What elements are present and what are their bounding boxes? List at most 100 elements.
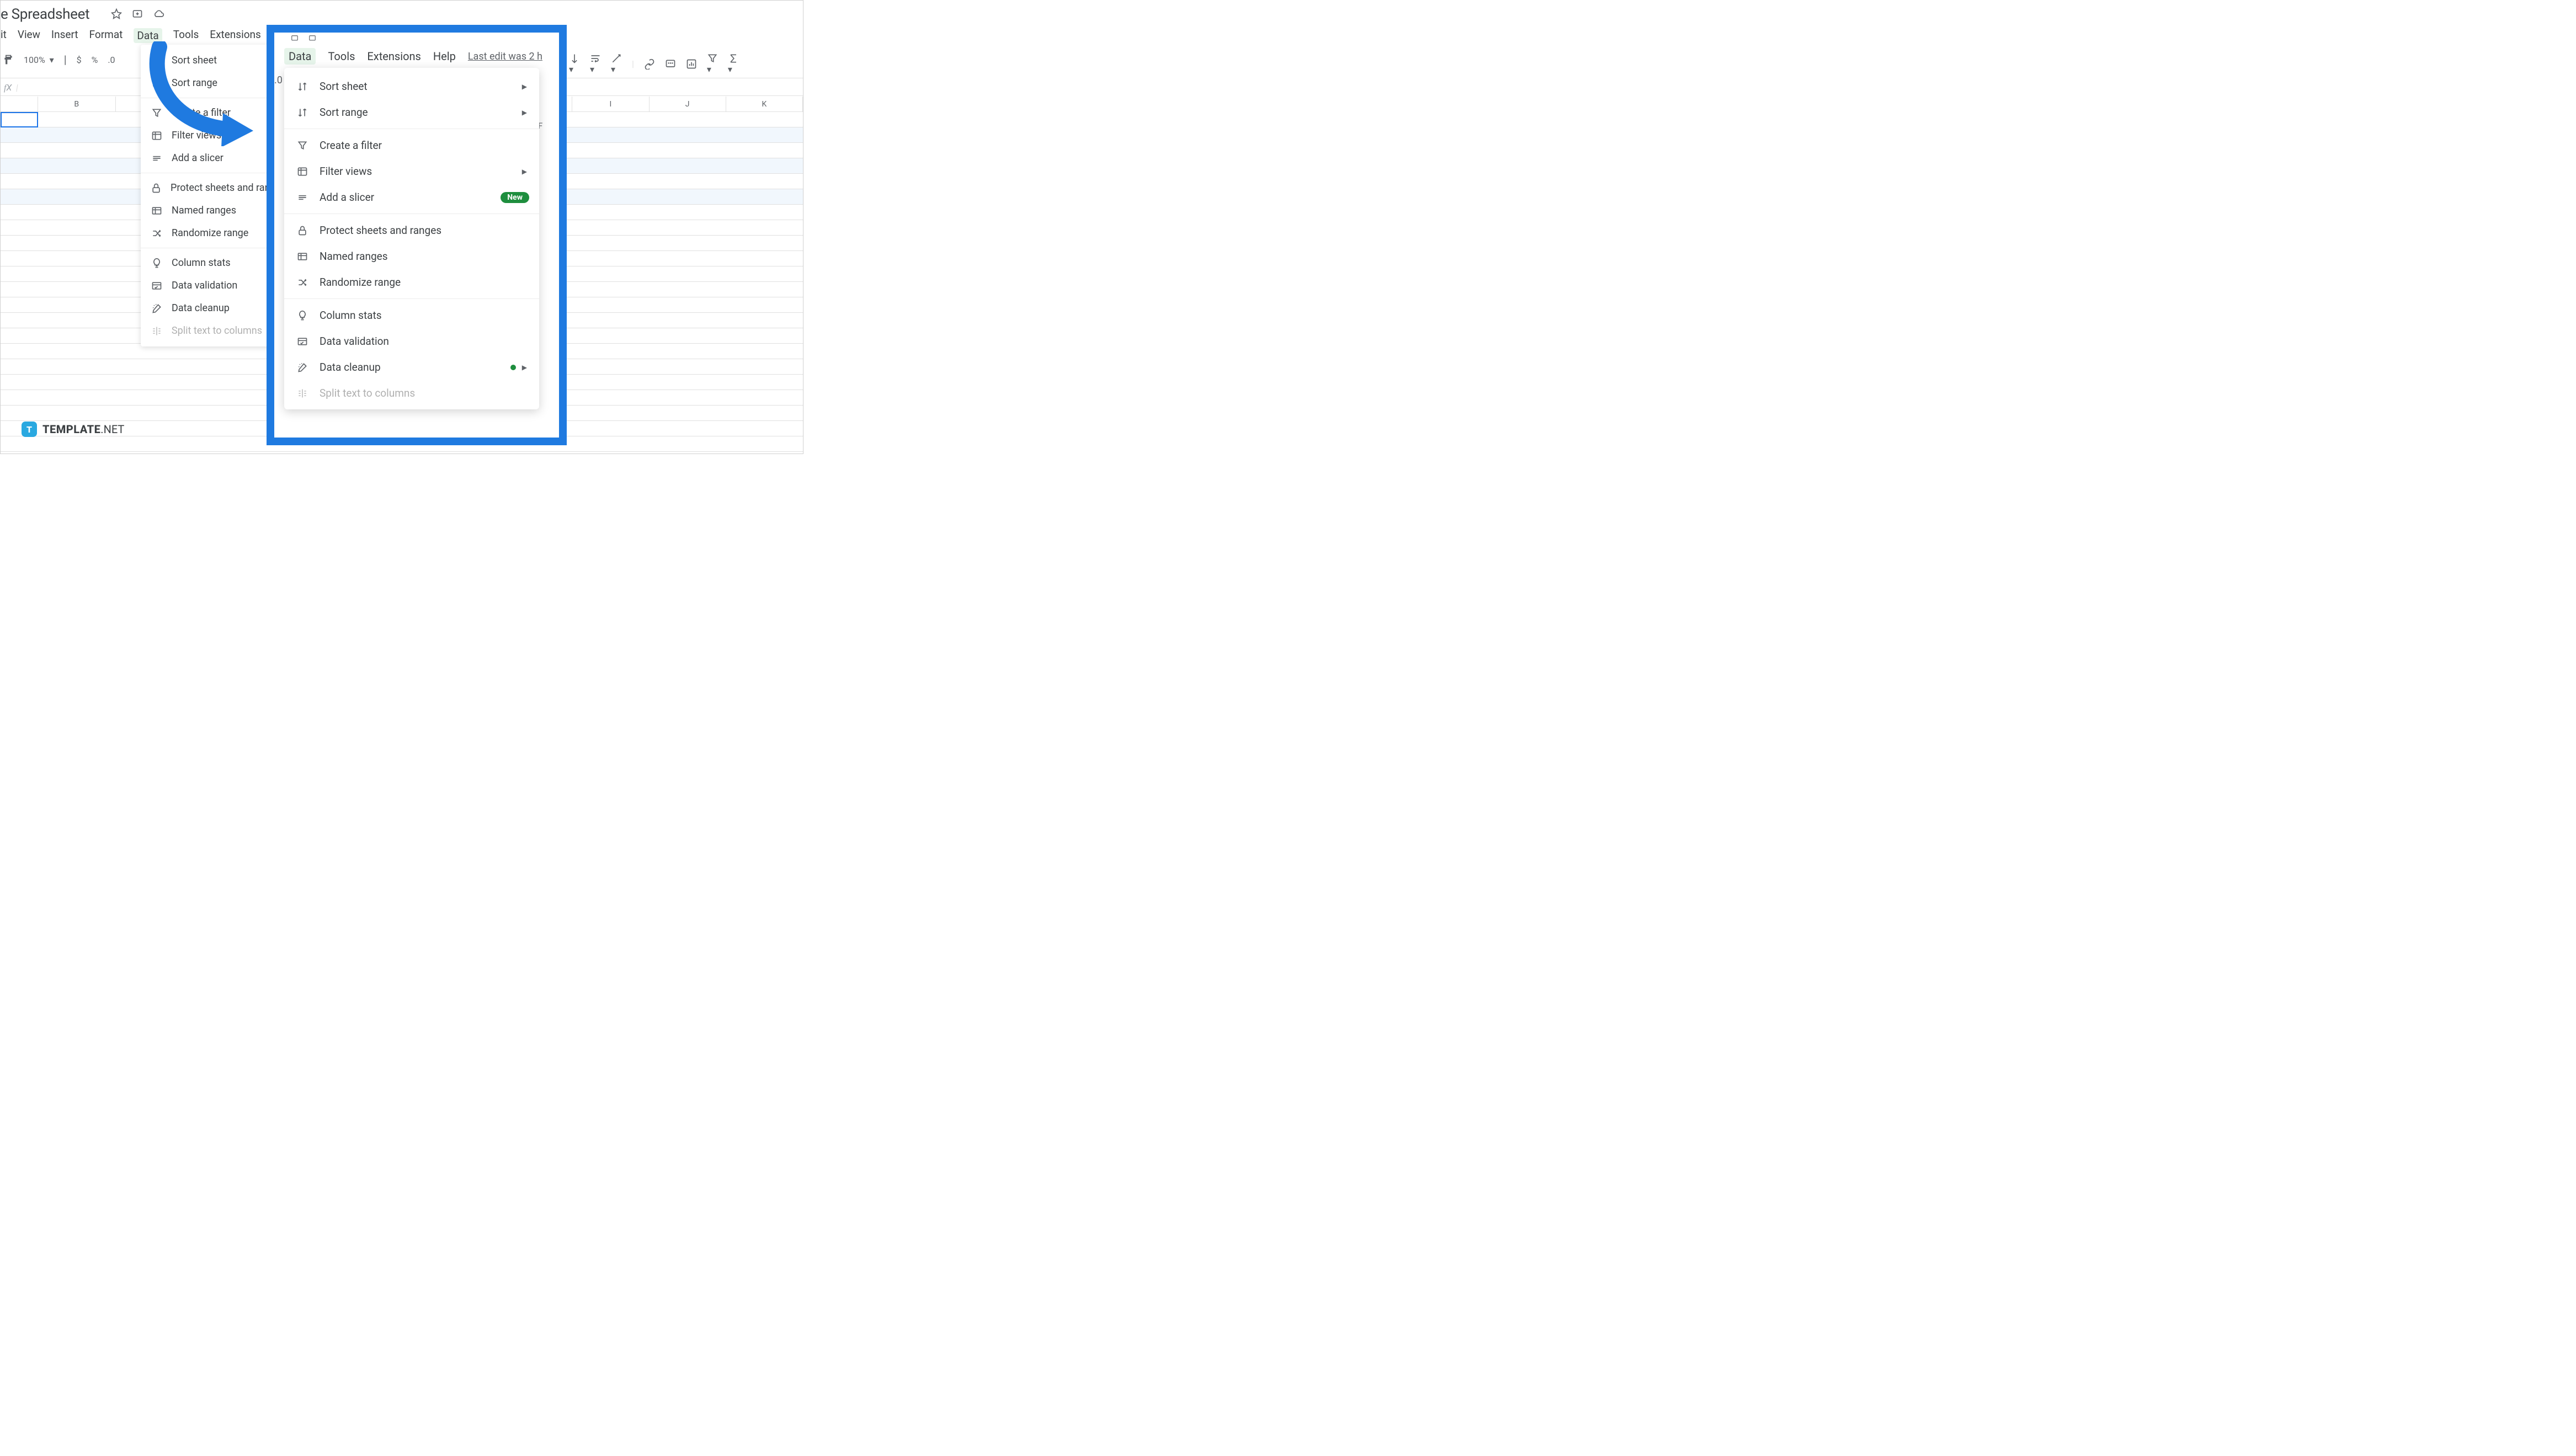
submenu-arrow-icon: ▶	[522, 168, 527, 175]
fg-menu-tools[interactable]: Tools	[328, 50, 355, 63]
move-icon[interactable]	[132, 8, 143, 19]
menu-item-label: Column stats	[172, 257, 231, 269]
menu-item-split-text-to-columns: Split text to columns	[284, 380, 539, 406]
menu-item-named-ranges[interactable]: Named ranges	[284, 243, 539, 269]
menu-item-randomize-range[interactable]: Randomize range	[284, 269, 539, 295]
menu-separator	[284, 298, 539, 299]
menu-item-column-stats[interactable]: Column stats	[284, 302, 539, 328]
menu-item-label: Data validation	[172, 280, 237, 291]
col-i[interactable]: I	[572, 97, 649, 111]
fg-toolbar-fragment: .0	[274, 74, 283, 86]
menu-item-create-a-filter[interactable]: Create a filter	[284, 132, 539, 158]
random-icon	[296, 277, 308, 288]
menu-insert[interactable]: Insert	[51, 28, 78, 43]
bg-data-dropdown: Sort sheetSort range Create a filter Filte…	[141, 45, 272, 346]
menu-item-add-a-slicer[interactable]: Add a slicerNew	[284, 184, 539, 210]
fg-menu-data[interactable]: Data	[284, 48, 316, 65]
fg-menu-help[interactable]: Help	[433, 50, 456, 63]
sort-icon	[296, 107, 308, 118]
menu-item-label: Filter views	[172, 130, 221, 141]
menu-edit-fragment[interactable]: it	[1, 28, 7, 43]
decimal-button[interactable]: .0	[108, 55, 115, 65]
menu-item-label: Create a filter	[172, 107, 231, 119]
col-b[interactable]: B	[38, 97, 116, 111]
menu-item-sort-range[interactable]: Sort range	[141, 72, 272, 94]
menu-item-label: Randomize range	[320, 276, 401, 289]
menu-item-label: Filter views	[320, 165, 372, 178]
menu-item-protect-sheets-and-ranges[interactable]: Protect sheets and ranges	[284, 217, 539, 243]
cloud-icon[interactable]	[153, 8, 165, 19]
menu-item-filter-views[interactable]: Filter views	[141, 124, 272, 147]
menu-item-label: Column stats	[320, 309, 382, 322]
chart-icon[interactable]	[686, 58, 697, 70]
menu-item-sort-sheet[interactable]: Sort sheet	[141, 49, 272, 72]
menu-item-label: Data cleanup	[172, 302, 230, 314]
currency-button[interactable]: $	[77, 55, 82, 65]
menu-item-column-stats[interactable]: Column stats	[141, 252, 272, 274]
rotate-icon[interactable]: ▾	[611, 53, 622, 74]
menu-item-filter-views[interactable]: Filter views ▶	[284, 158, 539, 184]
new-badge: New	[501, 192, 529, 203]
menu-view[interactable]: View	[18, 28, 40, 43]
star-icon[interactable]	[111, 8, 122, 19]
menu-item-protect-sheets-and-ranges[interactable]: Protect sheets and ranges	[141, 177, 272, 199]
zoom-select[interactable]: 100% ▾	[24, 55, 54, 65]
menu-item-label: Data validation	[320, 335, 389, 348]
lock-icon	[151, 183, 162, 194]
sigma-icon[interactable]: ▾	[728, 53, 739, 74]
named-icon	[151, 205, 163, 216]
fg-data-dropdown: Sort sheet▶Sort range▶Create a filterFil…	[284, 68, 539, 409]
menu-item-label: Create a filter	[320, 139, 382, 152]
split-icon	[151, 326, 163, 337]
bg-menu-bar: it View Insert Format Data Tools Extensi…	[1, 28, 261, 43]
last-edit-link[interactable]: Last edit was 2 h	[468, 51, 542, 62]
doc-title-fragment: e Spreadsheet	[1, 6, 89, 23]
slicer-icon	[296, 192, 308, 203]
fg-top-icons	[290, 35, 317, 42]
menu-item-split-text-to-columns: Split text to columns	[141, 319, 272, 342]
submenu-arrow-icon: ▶	[522, 364, 527, 371]
menu-item-label: Sort sheet	[320, 80, 368, 93]
wrap-icon[interactable]: ▾	[590, 53, 601, 74]
bulb-icon	[151, 258, 163, 269]
menu-item-label: Sort range	[320, 106, 368, 119]
menu-item-data-cleanup[interactable]: Data cleanup	[141, 297, 272, 319]
valign-icon[interactable]: ▾	[569, 53, 580, 74]
selected-cell[interactable]	[1, 112, 38, 127]
menu-item-data-validation[interactable]: Data validation	[284, 328, 539, 354]
filter-toolbar-icon[interactable]: ▾	[707, 53, 718, 74]
fg-menu-bar: Data Tools Extensions Help Last edit was…	[284, 48, 542, 65]
menu-item-label: Protect sheets and ranges	[320, 224, 441, 237]
menu-item-data-validation[interactable]: Data validation	[141, 274, 272, 297]
fg-menu-extensions[interactable]: Extensions	[367, 50, 421, 63]
menu-item-sort-sheet[interactable]: Sort sheet ▶	[284, 73, 539, 99]
menu-data[interactable]: Data	[134, 28, 162, 43]
filterviews-icon	[151, 130, 163, 141]
menu-item-sort-range[interactable]: Sort range▶	[284, 99, 539, 125]
menu-item-randomize-range[interactable]: Randomize range	[141, 222, 272, 244]
sort-icon	[151, 55, 163, 66]
menu-tools[interactable]: Tools	[173, 28, 199, 43]
col-k[interactable]: K	[726, 97, 803, 111]
unknown-icon	[290, 35, 300, 42]
submenu-arrow-icon: ▶	[522, 83, 527, 90]
sort-icon	[151, 78, 163, 89]
comment-icon[interactable]	[665, 58, 676, 70]
paint-format-icon[interactable]	[3, 54, 14, 65]
watermark: T TEMPLATE.NET	[22, 422, 124, 437]
percent-button[interactable]: %	[92, 55, 98, 65]
link-icon[interactable]	[644, 58, 655, 70]
menu-item-create-a-filter[interactable]: Create a filter	[141, 102, 272, 124]
bg-toolbar-right: ▾ ▾ ▾ | ▾ ▾	[569, 53, 739, 74]
menu-item-add-a-slicer[interactable]: Add a slicer	[141, 147, 272, 169]
cleanup-icon	[151, 303, 163, 314]
sort-icon	[296, 81, 308, 92]
menu-item-data-cleanup[interactable]: Data cleanup▶	[284, 354, 539, 380]
menu-item-label: Named ranges	[172, 205, 236, 216]
col-j[interactable]: J	[650, 97, 726, 111]
template-logo-icon: T	[22, 422, 37, 437]
menu-format[interactable]: Format	[89, 28, 123, 43]
menu-item-named-ranges[interactable]: Named ranges	[141, 199, 272, 222]
random-icon	[151, 228, 163, 239]
menu-extensions[interactable]: Extensions	[210, 28, 261, 43]
